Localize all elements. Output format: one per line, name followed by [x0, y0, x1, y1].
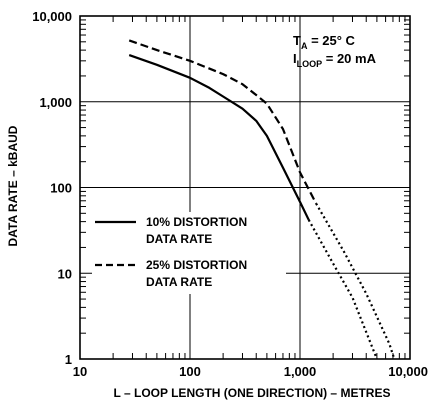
series-layer	[128, 39, 396, 360]
x-axis-label: L – LOOP LENGTH (ONE DIRECTION) – METRES	[114, 386, 391, 400]
y-tick-labels: 1 10 100 1,000 10,000	[32, 9, 72, 367]
x-tick-label-1000: 1,000	[284, 364, 317, 379]
annotation-line-2: ILOOP = 20 mA	[293, 51, 377, 69]
y-axis-label: DATA RATE – kBAUD	[6, 125, 20, 246]
x-tick-label-10: 10	[73, 364, 87, 379]
y-tick-label-1000: 1,000	[39, 95, 72, 110]
legend-background	[92, 212, 286, 294]
legend: 10% DISTORTION DATA RATE 25% DISTORTION …	[92, 212, 286, 294]
x-tick-labels: 10 100 1,000 10,000	[73, 364, 428, 379]
x-tick-label-10000: 10,000	[388, 364, 428, 379]
annotation: TA = 25° C ILOOP = 20 mA	[293, 33, 377, 69]
series-line-10pct	[128, 54, 310, 221]
y-tick-label-1: 1	[65, 352, 72, 367]
legend-label-10pct-line2: DATA RATE	[146, 232, 212, 246]
series-line-25pct	[128, 39, 318, 205]
y-tick-label-10000: 10,000	[32, 9, 72, 24]
series-line-25pct-extrapolated	[315, 202, 396, 360]
grid	[79, 15, 411, 360]
y-tick-label-10: 10	[58, 266, 72, 281]
legend-label-25pct-line2: DATA RATE	[146, 275, 212, 289]
legend-label-25pct-line1: 25% DISTORTION	[146, 258, 247, 272]
y-tick-label-100: 100	[50, 181, 72, 196]
legend-label-10pct-line1: 10% DISTORTION	[146, 215, 247, 229]
series-line-10pct-extrapolated	[307, 219, 378, 360]
plot-frame	[79, 15, 411, 360]
x-tick-label-100: 100	[179, 364, 201, 379]
annotation-line-1: TA = 25° C	[293, 33, 356, 51]
minor-ticks	[80, 16, 410, 359]
